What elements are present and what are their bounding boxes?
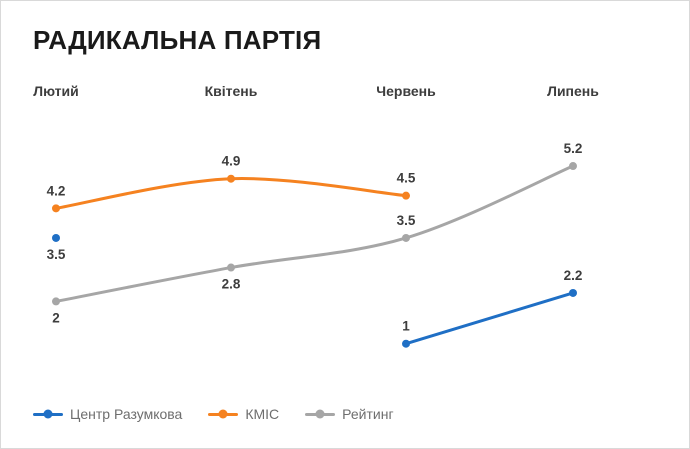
series-0-value-label-2: 1 [402,319,410,334]
series-1-point-2 [402,191,410,200]
series-1-point-1 [227,174,235,183]
series-line-0 [404,291,575,346]
series-2-value-label-3: 5.2 [564,141,583,156]
series-2-point-1 [227,263,235,272]
x-axis-label-0: Лютий [33,83,79,99]
series-1-point-0 [52,204,60,213]
series-line-2 [54,164,575,303]
series-1-value-label-0: 4.2 [47,183,66,198]
series-0-value-label-0: 3.5 [47,247,66,262]
legend-dot-icon [315,409,325,419]
series-2-point-3 [569,162,577,171]
legend-line-icon [33,409,63,419]
x-axis-label-2: Червень [376,83,436,99]
series-2-value-label-2: 3.5 [397,213,416,228]
series-0-point-0 [52,233,60,242]
series-1-value-label-1: 4.9 [222,154,241,169]
legend-line-icon [305,409,336,419]
legend-label: КМІС [245,406,280,422]
legend-item-2[interactable]: Рейтинг [305,406,394,422]
series-2-value-label-1: 2.8 [222,277,241,292]
series-0-point-2 [402,339,410,348]
legend-item-0[interactable]: Центр Разумкова [33,406,182,422]
page-title: РАДИКАЛЬНА ПАРТІЯ [33,25,322,55]
x-axis-label-3: Липень [547,83,599,99]
series-line-1 [54,177,408,210]
legend-item-1[interactable]: КМІС [208,406,279,422]
series-2-value-label-0: 2 [52,310,60,325]
legend-dot-icon [43,409,53,419]
series-1-value-label-2: 4.5 [397,171,416,186]
series-2-point-2 [402,233,410,242]
legend-label: Рейтинг [342,406,394,422]
legend-dot-icon [218,409,228,419]
legend-label: Центр Разумкова [70,406,183,422]
series-0-point-3 [569,288,577,297]
series-2-point-0 [52,297,60,306]
series-0-value-label-3: 2.2 [564,268,583,283]
legend: Центр Разумкова КМІС Рейтинг [33,406,394,422]
x-axis-label-1: Квітень [205,83,258,99]
legend-line-icon [208,409,239,419]
